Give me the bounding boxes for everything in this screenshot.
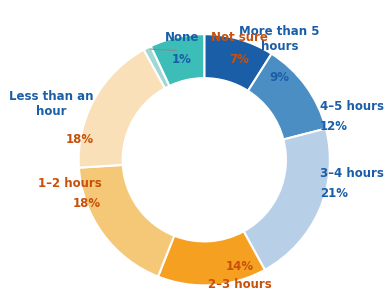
Wedge shape bbox=[144, 46, 169, 88]
Text: Less than an
hour: Less than an hour bbox=[9, 90, 94, 118]
Text: 1–2 hours: 1–2 hours bbox=[38, 177, 101, 190]
Text: 2–3 hours: 2–3 hours bbox=[208, 278, 271, 291]
Text: 18%: 18% bbox=[73, 197, 101, 211]
Text: More than 5
hours: More than 5 hours bbox=[240, 25, 320, 53]
Wedge shape bbox=[248, 54, 326, 139]
Wedge shape bbox=[151, 34, 204, 86]
Wedge shape bbox=[204, 34, 272, 91]
Text: 4–5 hours: 4–5 hours bbox=[320, 99, 384, 113]
Wedge shape bbox=[79, 50, 165, 168]
Text: 14%: 14% bbox=[225, 260, 254, 273]
Text: Not sure: Not sure bbox=[211, 31, 268, 44]
Wedge shape bbox=[243, 129, 330, 270]
Text: None: None bbox=[165, 31, 199, 44]
Text: 12%: 12% bbox=[320, 120, 348, 133]
Text: 21%: 21% bbox=[320, 187, 348, 200]
Wedge shape bbox=[158, 231, 265, 286]
Text: 18%: 18% bbox=[65, 134, 94, 146]
Text: 9%: 9% bbox=[270, 71, 290, 84]
Text: 3–4 hours: 3–4 hours bbox=[320, 167, 384, 181]
Wedge shape bbox=[79, 165, 174, 277]
Text: 1%: 1% bbox=[172, 53, 192, 66]
Text: 7%: 7% bbox=[229, 53, 249, 66]
